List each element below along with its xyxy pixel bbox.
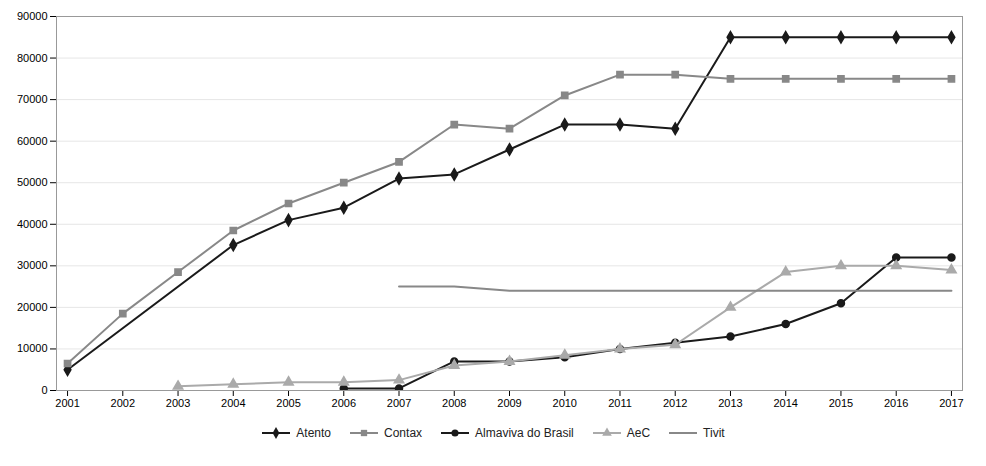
- html-text:AeC: AeC: [626, 426, 651, 440]
- svg-text:50000: 50000: [17, 176, 48, 188]
- svg-text:0: 0: [41, 384, 47, 396]
- svg-text:80000: 80000: [17, 52, 48, 64]
- svg-text:90000: 90000: [17, 10, 48, 22]
- svg-text:10000: 10000: [17, 342, 48, 354]
- svg-text:2015: 2015: [829, 397, 853, 409]
- svg-text:60000: 60000: [17, 135, 48, 147]
- html-text:Atento: Atento: [296, 426, 331, 440]
- svg-text:2004: 2004: [221, 397, 245, 409]
- svg-text:20000: 20000: [17, 301, 48, 313]
- svg-text:2002: 2002: [111, 397, 135, 409]
- svg-text:2011: 2011: [608, 397, 632, 409]
- svg-text:2005: 2005: [276, 397, 300, 409]
- svg-text:2006: 2006: [332, 397, 356, 409]
- svg-text:2017: 2017: [939, 397, 963, 409]
- html-text:Tivit: Tivit: [703, 426, 725, 440]
- svg-text:2013: 2013: [718, 397, 742, 409]
- svg-text:2016: 2016: [884, 397, 908, 409]
- svg-text:2001: 2001: [55, 397, 79, 409]
- html-text:Almaviva do Brasil: Almaviva do Brasil: [475, 426, 574, 440]
- svg-text:2010: 2010: [553, 397, 577, 409]
- svg-text:70000: 70000: [17, 93, 48, 105]
- svg-text:30000: 30000: [17, 259, 48, 271]
- svg-text:2007: 2007: [387, 397, 411, 409]
- svg-text:2012: 2012: [663, 397, 687, 409]
- svg-text:40000: 40000: [17, 218, 48, 230]
- svg-text:2008: 2008: [442, 397, 466, 409]
- html-text:Contax: Contax: [384, 426, 423, 440]
- svg-text:2009: 2009: [497, 397, 521, 409]
- svg-text:2014: 2014: [773, 397, 797, 409]
- svg-text:2003: 2003: [166, 397, 190, 409]
